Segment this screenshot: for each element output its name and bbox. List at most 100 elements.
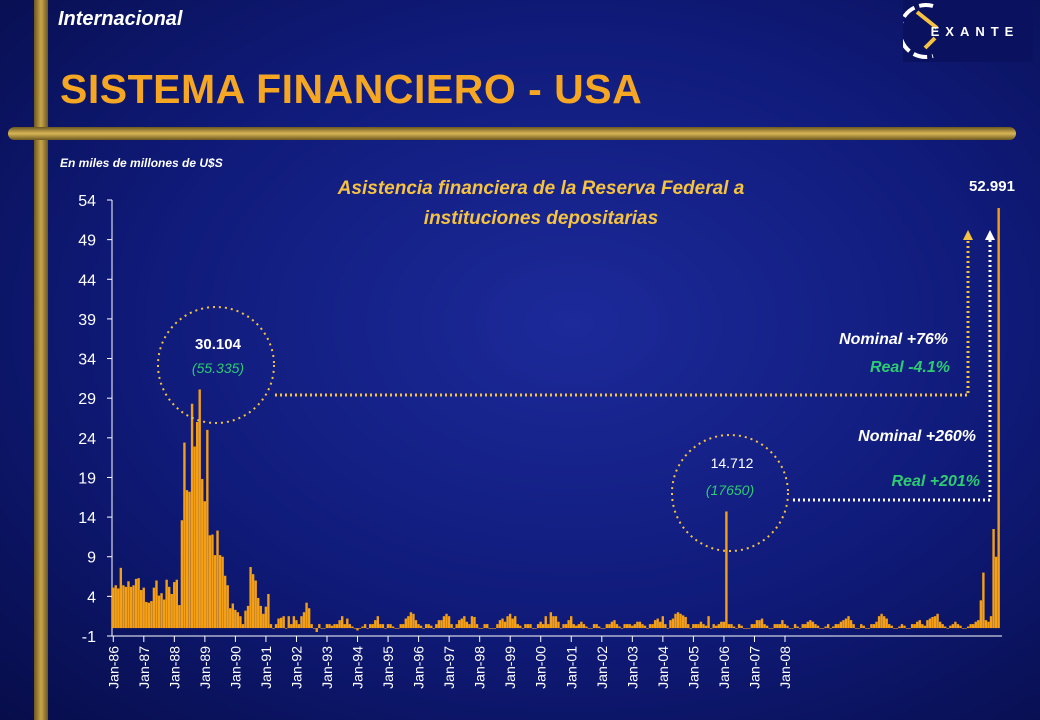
nominal-76-label: Nominal +76% — [839, 331, 948, 348]
bar — [539, 621, 542, 629]
bar — [422, 628, 425, 629]
bar — [343, 624, 346, 629]
peak-2001-real: (17650) — [706, 482, 754, 498]
bar — [735, 628, 738, 629]
bar — [414, 620, 418, 629]
bar — [285, 628, 288, 629]
bar — [180, 520, 184, 629]
bar — [661, 616, 664, 629]
peak-1990-value: 30.104 — [195, 336, 242, 353]
bar — [944, 626, 947, 629]
bar — [188, 491, 191, 629]
bar — [338, 620, 341, 629]
bar — [926, 620, 929, 629]
bar — [826, 624, 830, 629]
bar — [307, 608, 311, 629]
bar — [702, 624, 705, 629]
bar — [776, 624, 779, 629]
bar — [587, 628, 591, 629]
bar — [852, 624, 855, 629]
bar — [860, 624, 863, 629]
bar — [396, 628, 400, 629]
bar — [781, 620, 784, 629]
bar — [452, 628, 456, 629]
bar — [157, 595, 161, 629]
bar — [195, 421, 199, 629]
bar — [363, 624, 367, 629]
peak-2001-value: 14.712 — [711, 455, 754, 471]
bar — [692, 624, 695, 629]
bar — [167, 586, 171, 629]
bar — [404, 618, 407, 629]
bar — [994, 556, 998, 629]
bar — [809, 620, 812, 629]
bar — [122, 585, 125, 629]
bar — [503, 621, 507, 629]
bar — [834, 624, 837, 629]
bar — [358, 628, 362, 629]
bar — [844, 618, 848, 629]
x-tick-label: Jan-92 — [288, 646, 304, 689]
x-tick-label: Jan-96 — [411, 646, 427, 689]
bar — [223, 575, 227, 629]
bar — [839, 621, 843, 629]
bar — [262, 613, 265, 629]
x-tick-label: Jan-00 — [533, 646, 549, 689]
bar — [514, 616, 517, 629]
bar — [753, 624, 756, 629]
bar — [946, 628, 949, 629]
bar — [175, 579, 178, 629]
bar — [402, 624, 405, 629]
bar — [905, 628, 909, 629]
bar — [615, 624, 619, 629]
bar — [325, 624, 329, 629]
bar — [552, 616, 555, 629]
bar — [376, 616, 380, 629]
bar — [748, 628, 751, 629]
bar — [165, 579, 168, 629]
bar — [190, 403, 194, 629]
y-tick-label: 39 — [78, 312, 96, 329]
bar — [564, 624, 568, 629]
bar — [689, 628, 692, 629]
bar — [185, 490, 189, 629]
bar — [277, 618, 280, 629]
bar — [521, 628, 525, 629]
peak-2001-circle — [671, 434, 789, 552]
bar — [526, 624, 530, 629]
y-tick-label: 19 — [78, 470, 96, 487]
bar — [796, 626, 799, 629]
bar — [145, 601, 148, 629]
bar — [412, 613, 415, 629]
bar — [458, 620, 461, 629]
x-axis: Jan-86 Jan-87 Jan-88 Jan-89 Jan-90 Jan-91 Jan-… — [105, 635, 1002, 689]
bar — [534, 628, 537, 629]
bar — [516, 624, 519, 629]
bar — [384, 628, 387, 629]
bar — [274, 624, 278, 629]
bar — [371, 624, 374, 629]
bar — [249, 567, 252, 629]
bar — [544, 616, 547, 629]
bar — [488, 628, 491, 629]
bar — [137, 578, 140, 629]
y-tick-label: 49 — [78, 233, 96, 250]
section-label: Internacional — [58, 8, 183, 30]
bar — [623, 624, 626, 629]
bar — [984, 620, 988, 629]
bar — [687, 624, 690, 629]
y-tick-label: 24 — [78, 431, 96, 448]
bar — [389, 624, 392, 629]
bar — [669, 620, 672, 629]
bar — [300, 616, 303, 629]
bar — [783, 624, 787, 629]
bar — [595, 624, 598, 629]
bar — [720, 621, 723, 629]
x-tick-label: Jan-01 — [563, 646, 579, 689]
bar — [648, 624, 652, 629]
bar — [605, 624, 609, 629]
bar — [508, 613, 512, 629]
bar — [114, 585, 117, 629]
bar — [854, 628, 858, 629]
